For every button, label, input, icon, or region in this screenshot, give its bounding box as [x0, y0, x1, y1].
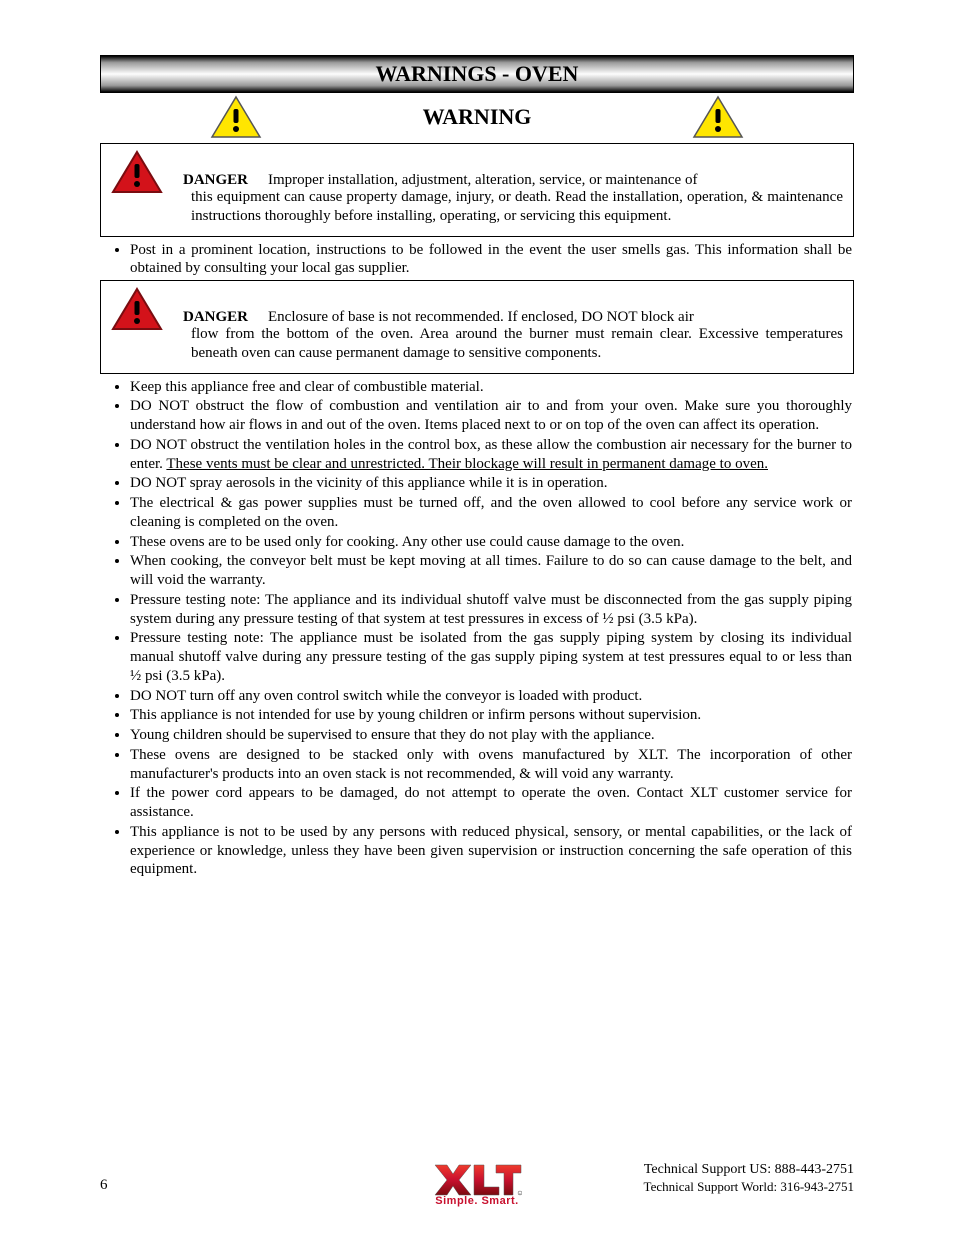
danger-triangle-icon [111, 287, 163, 331]
list-item: DO NOT obstruct the flow of combustion a… [130, 397, 854, 435]
warning-triangle-yellow-right [692, 95, 744, 139]
list-item: If the power cord appears to be damaged,… [130, 784, 854, 822]
list-item: Young children should be supervised to e… [130, 726, 854, 745]
logo-tagline: Simple. Smart. [435, 1195, 518, 1209]
list-item: DO NOT spray aerosols in the vicinity of… [130, 474, 854, 493]
danger-box-2: DANGER Enclosure of base is not recommen… [100, 280, 854, 374]
danger-2-line1: Enclosure of base is not recommended. If… [268, 292, 694, 327]
danger-label: DANGER [183, 292, 248, 327]
warning-label: WARNING [423, 103, 532, 131]
warning-bar: WARNING [100, 93, 854, 139]
bullet-intro: Post in a prominent location, instructio… [130, 241, 854, 279]
footer-doc-id: Technical Support US: 888-443-2751 [644, 1161, 854, 1179]
bullet-list: Keep this appliance free and clear of co… [100, 378, 854, 880]
xlt-logo-icon: R [432, 1162, 522, 1197]
danger-box-1: DANGER Improper installation, adjustment… [100, 143, 854, 237]
list-item: When cooking, the conveyor belt must be … [130, 552, 854, 590]
list-item: The electrical & gas power supplies must… [130, 494, 854, 532]
warning-triangle-yellow-left [210, 95, 262, 139]
list-item: These ovens are to be used only for cook… [130, 533, 854, 552]
list-item: This appliance is not intended for use b… [130, 706, 854, 725]
list-item: These ovens are designed to be stacked o… [130, 746, 854, 784]
page-title-bar: WARNINGS - OVEN [100, 55, 854, 93]
danger-label: DANGER [183, 155, 248, 190]
danger-triangle-icon [111, 150, 163, 194]
danger-2-line2: flow from the bottom of the oven. Area a… [111, 325, 843, 363]
list-item: Keep this appliance free and clear of co… [130, 378, 854, 397]
list-item: DO NOT turn off any oven control switch … [130, 687, 854, 706]
danger-1-line2: this equipment can cause property damage… [111, 188, 843, 226]
list-item: This appliance is not to be used by any … [130, 823, 854, 879]
footer-right: Technical Support US: 888-443-2751 Techn… [644, 1161, 854, 1195]
list-item: Pressure testing note: The appliance mus… [130, 629, 854, 685]
footer-rev: Technical Support World: 316-943-2751 [644, 1179, 854, 1195]
danger-1-line1: Improper installation, adjustment, alter… [268, 155, 697, 190]
list-item: Pressure testing note: The appliance and… [130, 591, 854, 629]
list-item: DO NOT obstruct the ventilation holes in… [130, 436, 854, 474]
list-item-underline: These vents must be clear and unrestrict… [166, 456, 768, 472]
page-title: WARNINGS - OVEN [376, 60, 579, 88]
